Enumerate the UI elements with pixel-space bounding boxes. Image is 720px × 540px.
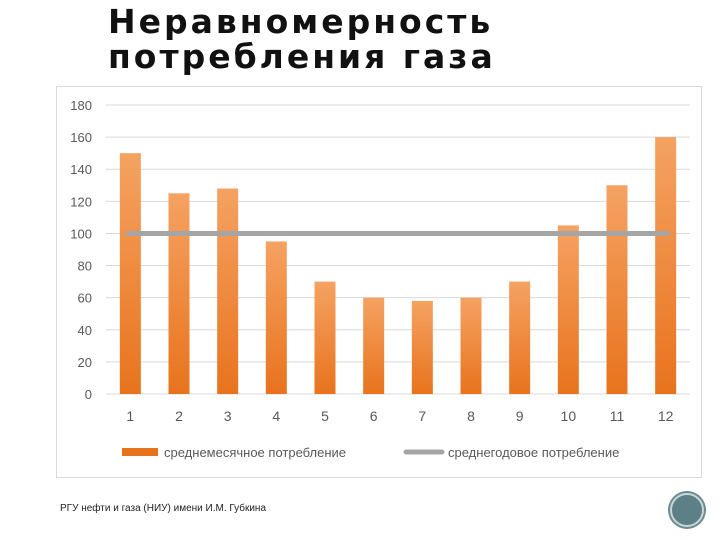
bar xyxy=(460,297,482,394)
y-tick-label: 0 xyxy=(85,387,92,402)
x-tick-label: 10 xyxy=(561,408,577,424)
y-tick-label: 100 xyxy=(70,226,92,241)
y-tick-label: 80 xyxy=(78,259,92,274)
legend-bar-swatch xyxy=(122,448,158,456)
y-tick-label: 20 xyxy=(78,355,92,370)
x-tick-label: 1 xyxy=(126,408,134,424)
y-tick-label: 60 xyxy=(78,291,92,306)
footer-text: РГУ нефти и газа (НИУ) имени И.М. Губкин… xyxy=(60,503,267,514)
y-tick-label: 120 xyxy=(70,194,92,209)
y-tick-label: 40 xyxy=(78,323,92,338)
bar xyxy=(411,300,433,394)
navigation-circle-button[interactable] xyxy=(670,493,704,527)
bar xyxy=(217,188,239,394)
bar xyxy=(168,193,190,394)
bar xyxy=(119,153,141,394)
x-tick-label: 4 xyxy=(272,408,280,424)
x-tick-label: 7 xyxy=(418,408,426,424)
y-tick-label: 160 xyxy=(70,130,92,145)
bar xyxy=(363,297,385,394)
x-tick-label: 9 xyxy=(516,408,524,424)
x-tick-label: 3 xyxy=(224,408,232,424)
title-line-1: Неравномерность xyxy=(108,2,494,41)
legend-bar-label: среднемесячное потребление xyxy=(164,445,346,460)
x-tick-label: 5 xyxy=(321,408,329,424)
chart-frame xyxy=(56,86,702,478)
bar xyxy=(557,225,579,394)
x-tick-label: 12 xyxy=(658,408,674,424)
bar xyxy=(606,185,628,394)
bar xyxy=(265,241,287,394)
title-line-2: потребления газа xyxy=(108,37,496,76)
y-tick-label: 180 xyxy=(70,98,92,113)
legend-line-label: среднегодовое потребление xyxy=(448,445,619,460)
x-tick-label: 6 xyxy=(370,408,378,424)
y-tick-label: 140 xyxy=(70,162,92,177)
slide-title: Неравномерность потребления газа xyxy=(108,4,628,74)
bar xyxy=(655,137,677,394)
x-tick-label: 8 xyxy=(467,408,475,424)
x-tick-label: 2 xyxy=(175,408,183,424)
bar xyxy=(509,281,531,394)
bar xyxy=(314,281,336,394)
x-tick-label: 11 xyxy=(610,408,625,424)
